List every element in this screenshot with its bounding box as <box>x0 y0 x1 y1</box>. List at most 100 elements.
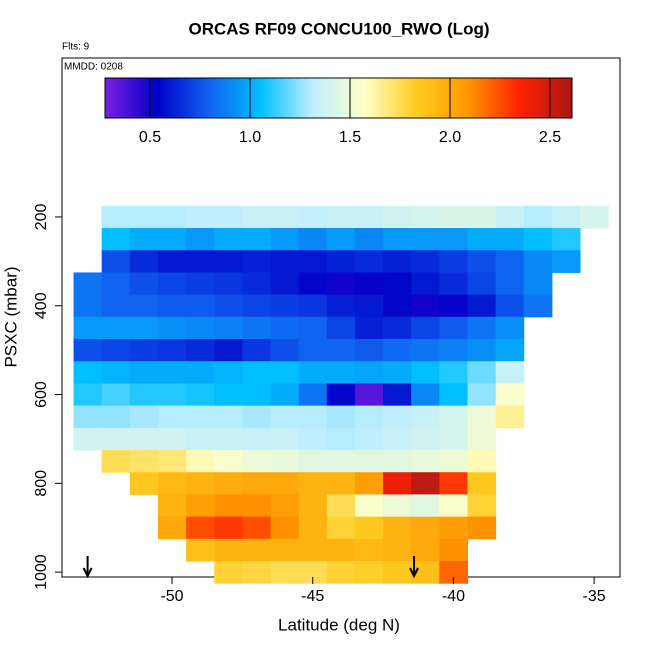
heatmap-cell <box>326 427 356 451</box>
heatmap-cell <box>523 272 553 296</box>
heatmap-cell <box>467 316 497 340</box>
heatmap-cell <box>270 205 300 229</box>
heatmap-cell <box>326 472 356 495</box>
heatmap-cell <box>186 316 215 340</box>
x-tick-label: -50 <box>160 588 183 605</box>
heatmap-cell <box>242 561 272 584</box>
heatmap-cell <box>298 538 328 562</box>
heatmap-cell <box>214 339 243 362</box>
heatmap-cell <box>186 538 215 562</box>
heatmap-cell <box>326 205 356 229</box>
heatmap-cell <box>383 228 412 251</box>
heatmap-cell <box>129 316 159 340</box>
heatmap-cell <box>270 561 300 584</box>
heatmap-cell <box>214 205 243 229</box>
heatmap-cell <box>298 561 328 584</box>
heatmap-cell <box>242 228 272 251</box>
heatmap-cell <box>298 427 328 451</box>
heatmap-cell <box>326 561 356 584</box>
heatmap-cell <box>326 272 356 296</box>
heatmap-cell <box>354 427 384 451</box>
arrow-marker <box>409 556 419 579</box>
heatmap-cell <box>242 472 272 495</box>
heatmap-cell <box>157 383 187 407</box>
heatmap-cell <box>129 294 159 318</box>
heatmap-cell <box>326 538 356 562</box>
heatmap-cell <box>73 272 103 296</box>
heatmap-cell <box>495 272 525 296</box>
heatmap-cell <box>157 405 187 429</box>
heatmap-cell <box>326 494 356 518</box>
heatmap-cell <box>298 228 328 251</box>
x-tick-label: -40 <box>442 588 465 605</box>
heatmap-cell <box>439 472 468 495</box>
annotation: Flts: 9 <box>62 42 90 53</box>
heatmap-cell <box>186 205 215 229</box>
heatmap-cell <box>242 494 272 518</box>
y-tick-label: 400 <box>33 292 50 319</box>
heatmap-cell <box>354 250 384 273</box>
heatmap-cell <box>242 361 272 384</box>
heatmap-cell <box>354 516 384 540</box>
heatmap-cell <box>270 516 300 540</box>
heatmap-cell <box>214 494 243 518</box>
heatmap-cell <box>439 205 468 229</box>
heatmap-cell <box>383 405 412 429</box>
heatmap-cell <box>157 339 187 362</box>
heatmap-cell <box>383 383 412 407</box>
colorbar <box>104 77 573 119</box>
annotation: MMDD: 0208 <box>64 62 123 73</box>
heatmap-cell <box>495 361 525 384</box>
heatmap-cell <box>383 472 412 495</box>
heatmap-cell <box>354 294 384 318</box>
heatmap-cell <box>411 272 440 296</box>
heatmap-cell <box>326 250 356 273</box>
heatmap-cell <box>326 316 356 340</box>
heatmap-cell <box>129 272 159 296</box>
heatmap-cell <box>214 228 243 251</box>
heatmap-cell <box>383 538 412 562</box>
heatmap-cell <box>186 450 215 473</box>
heatmap-cell <box>129 383 159 407</box>
heatmap-cell <box>439 250 468 273</box>
heatmap-cell <box>214 405 243 429</box>
heatmap-cell <box>495 205 525 229</box>
heatmap-cell <box>157 427 187 451</box>
heatmap-cell <box>270 272 300 296</box>
heatmap-cell <box>214 316 243 340</box>
heatmap-cell <box>411 316 440 340</box>
heatmap-cell <box>186 272 215 296</box>
heatmap-cell <box>439 361 468 384</box>
heatmap-cell <box>411 427 440 451</box>
heatmap-cell <box>326 228 356 251</box>
heatmap-cell <box>270 405 300 429</box>
heatmap-cell <box>467 339 497 362</box>
colorbar-tick-label: 1.0 <box>239 129 261 146</box>
heatmap-cell <box>101 316 131 340</box>
heatmap-cell <box>157 472 187 495</box>
heatmap-cell <box>383 427 412 451</box>
heatmap-cell <box>298 472 328 495</box>
heatmap-cell <box>298 361 328 384</box>
heatmap-cell <box>495 405 525 429</box>
heatmap-cell <box>495 250 525 273</box>
heatmap-cell <box>298 494 328 518</box>
heatmap-cell <box>411 294 440 318</box>
heatmap-cell <box>129 361 159 384</box>
heatmap-cell <box>129 405 159 429</box>
colorbar-tick-label: 1.5 <box>339 129 361 146</box>
heatmap-cell <box>439 450 468 473</box>
heatmap-cell <box>270 361 300 384</box>
heatmap-cell <box>326 339 356 362</box>
heatmap-cell <box>73 383 103 407</box>
heatmap-cell <box>439 316 468 340</box>
heatmap-cell <box>270 450 300 473</box>
heatmap-cell <box>354 383 384 407</box>
heatmap-cell <box>186 405 215 429</box>
heatmap-cell <box>270 538 300 562</box>
heatmap-cell <box>101 450 131 473</box>
heatmap-cell <box>383 516 412 540</box>
heatmap-cell <box>270 383 300 407</box>
colorbar-tick-label: 0.5 <box>139 129 161 146</box>
heatmap-cell <box>242 516 272 540</box>
